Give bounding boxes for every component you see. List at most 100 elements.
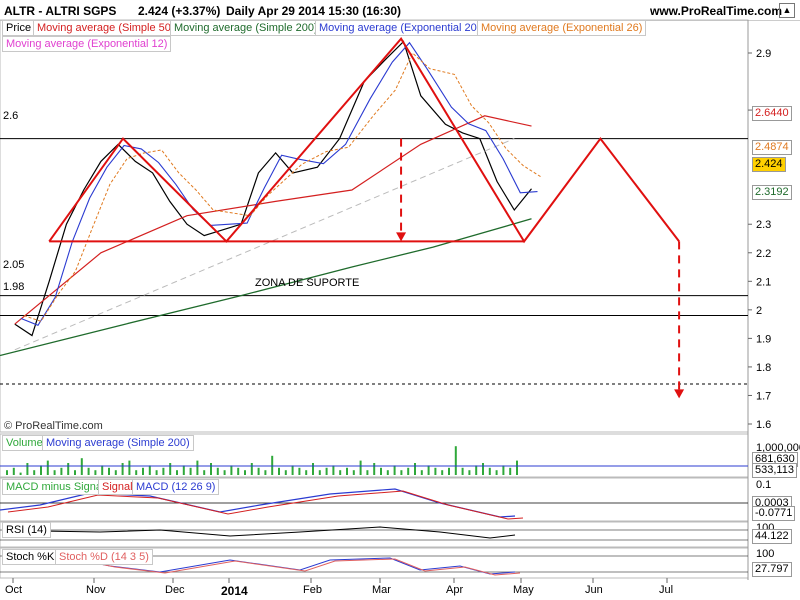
stoch-d-legend[interactable]: Stoch %D (14 3 5) [55, 549, 153, 565]
stoch-d-line [44, 558, 521, 576]
volume-bar [284, 470, 287, 475]
legend-entry[interactable]: Moving average (Exponential 12) [2, 36, 172, 52]
legend-entry[interactable]: Moving average (Exponential 26) [477, 20, 647, 36]
volume-bar [108, 467, 110, 475]
volume-bar [6, 470, 8, 475]
volume-bar [26, 463, 29, 475]
volume-bar [434, 467, 437, 475]
volume-bar [271, 455, 274, 475]
volume-bar [162, 467, 165, 475]
x-tick-label: Dec [165, 584, 185, 596]
volume-bar [298, 467, 301, 475]
volume-bar [189, 467, 192, 475]
volume-bar [488, 467, 491, 475]
x-tick-label: Jun [585, 584, 603, 596]
volume-bar [373, 463, 376, 475]
volume-bar [427, 465, 430, 475]
volume-bar [407, 467, 410, 475]
volume-bar [366, 470, 369, 475]
volume-bar [176, 470, 178, 475]
macd-tick: 0.1 [756, 479, 772, 491]
y-tick-label: 1.9 [756, 333, 771, 345]
macd-legend[interactable]: MACD (12 26 9) [132, 479, 220, 495]
period-time: Daily Apr 29 2014 15:30 (16:30) [226, 4, 401, 18]
level-label-205: 2.05 [3, 259, 25, 271]
volume-bar [121, 463, 124, 475]
macd-signal-line [7, 490, 524, 520]
volume-bar [278, 467, 280, 475]
volume-bar [305, 470, 308, 475]
target-arrowhead [396, 232, 407, 242]
legend-entry[interactable]: Moving average (Simple 200) [170, 20, 322, 36]
volume-bar [312, 463, 314, 475]
volume-bar [441, 470, 444, 475]
volume-bar [448, 467, 450, 475]
volume-bar [461, 467, 464, 475]
volume-bar [223, 470, 226, 475]
stoch-k-legend[interactable]: Stoch %K [2, 549, 59, 565]
y-tick-label: 1.8 [756, 362, 771, 374]
volume-bar [475, 465, 478, 475]
collapse-icon[interactable]: ▲ [779, 3, 795, 18]
volume-ma-legend[interactable]: Moving average (Simple 200) [42, 435, 194, 451]
volume-bar [80, 458, 83, 475]
target-arrowhead [674, 389, 685, 399]
volume-bar [400, 470, 403, 475]
y-tick-label: 2.9 [756, 48, 771, 60]
volume-bar [182, 465, 185, 475]
volume-bar [87, 467, 90, 475]
volume-legend[interactable]: Volume [2, 435, 47, 451]
ema26-line [23, 52, 541, 322]
y-tick-label: 2.3 [756, 219, 771, 231]
volume-bar [19, 472, 22, 475]
ema20-line [20, 41, 538, 326]
volume-bar [33, 470, 36, 475]
volume-bar [257, 467, 260, 475]
x-tick-label: May [513, 584, 534, 596]
instrument-title: ALTR - ALTRI SGPS [4, 4, 117, 18]
macd-signal-badge: -0.0771 [752, 506, 796, 521]
rsi-legend[interactable]: RSI (14) [2, 522, 51, 538]
level-label-26: 2.6 [3, 110, 19, 122]
volume-bar [339, 470, 342, 475]
volume-bar [210, 463, 212, 475]
chart-header: ALTR - ALTRI SGPS 2.424 (+3.37%) Daily A… [0, 0, 800, 21]
x-tick-label: Apr [446, 584, 464, 596]
volume-bar [67, 463, 70, 475]
legend-entry[interactable]: Price [2, 20, 36, 36]
volume-bar [142, 467, 144, 475]
price-badge: 2.3192 [752, 185, 792, 200]
volume-bar [237, 467, 240, 475]
volume-bar [516, 460, 518, 475]
volume-bar [346, 467, 348, 475]
site-link[interactable]: www.ProRealTime.com [650, 4, 783, 18]
pattern-line [48, 37, 680, 244]
y-tick-label: 1.7 [756, 390, 771, 402]
volume-bar [244, 470, 246, 475]
watermark: © ProRealTime.com [4, 420, 103, 432]
volume-bar [482, 463, 484, 475]
ma50-line [14, 115, 532, 325]
y-tick-label: 2.2 [756, 248, 771, 260]
main-panel-frame [0, 19, 749, 433]
y-tick-label: 2 [756, 305, 762, 317]
x-tick-label: Nov [86, 584, 106, 596]
volume-bar [216, 467, 219, 475]
macd-signal-legend[interactable]: Signal [98, 479, 137, 495]
volume-bar [380, 467, 382, 475]
legend-entry[interactable]: Moving average (Simple 50) [33, 20, 179, 36]
volume-bar [318, 470, 321, 475]
volume-bar [414, 463, 416, 475]
x-tick-label: Mar [372, 584, 391, 596]
volume-bar [332, 465, 335, 475]
legend-entry[interactable]: Moving average (Exponential 20) [315, 20, 485, 36]
volume-bar [74, 470, 76, 475]
price-change: 2.424 (+3.37%) [138, 4, 221, 18]
volume-bar [325, 467, 328, 475]
volume-bar [203, 470, 206, 475]
volume-bar [128, 460, 131, 475]
volume-bar [393, 465, 396, 475]
volume-bar [420, 470, 423, 475]
price-badge: 2.4874 [752, 140, 792, 155]
macd-hist-legend[interactable]: MACD minus Signal [2, 479, 109, 495]
